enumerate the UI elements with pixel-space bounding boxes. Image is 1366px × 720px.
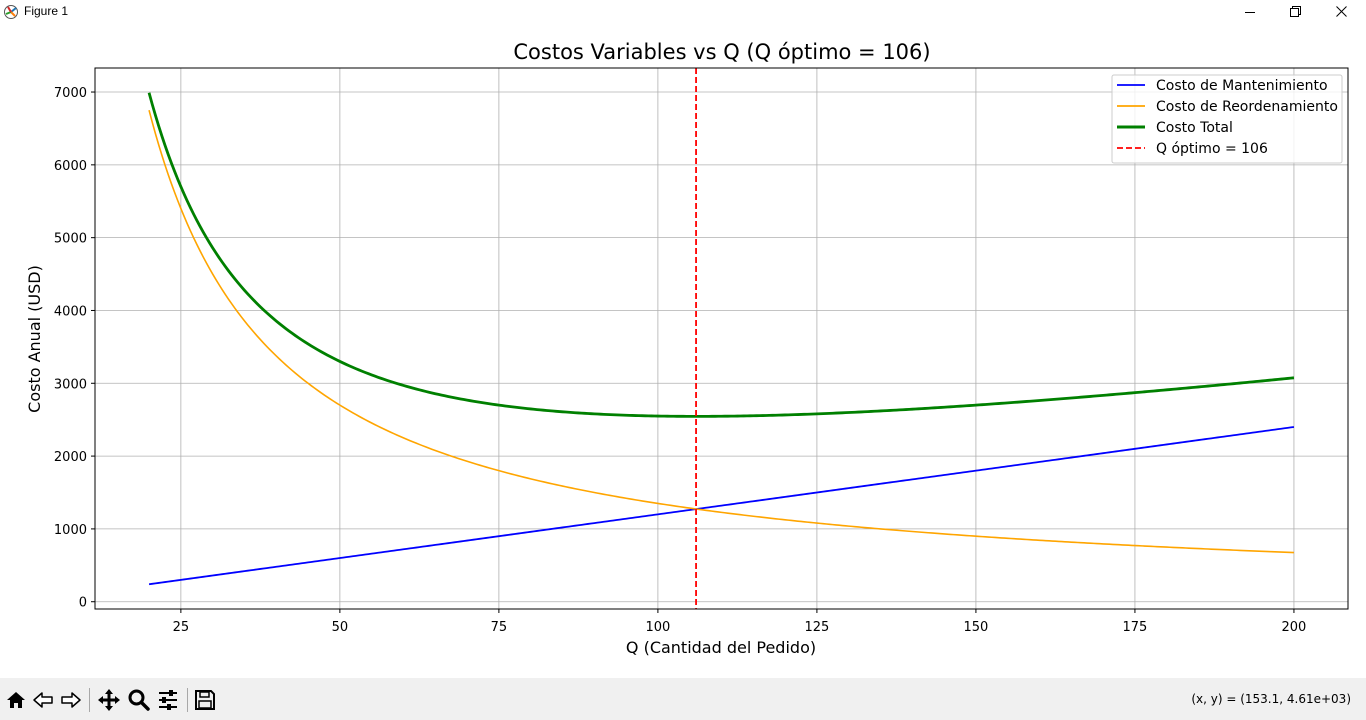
figure-canvas[interactable]: Costos Variables vs Q (Q óptimo = 106) 2… bbox=[0, 23, 1366, 678]
forward-button[interactable] bbox=[57, 686, 85, 714]
x-tick-label: 100 bbox=[645, 620, 670, 635]
zoom-button[interactable] bbox=[125, 686, 153, 714]
home-icon bbox=[7, 692, 25, 708]
y-tick-label: 7000 bbox=[54, 86, 87, 101]
configure-subplots-button[interactable] bbox=[154, 686, 182, 714]
close-button[interactable] bbox=[1318, 0, 1364, 23]
save-button[interactable] bbox=[191, 686, 219, 714]
toolbar-separator bbox=[89, 688, 90, 712]
navigation-toolbar: (x, y) = (153.1, 4.61e+03) bbox=[0, 678, 1366, 720]
plot-area-frame bbox=[94, 67, 1349, 610]
matplotlib-logo-icon bbox=[4, 5, 18, 19]
zoom-magnifier-icon bbox=[128, 689, 150, 711]
grid bbox=[95, 68, 1348, 609]
chart-svg: Costos Variables vs Q (Q óptimo = 106) 2… bbox=[25, 40, 1349, 657]
minimize-icon bbox=[1245, 11, 1255, 13]
y-tick-label: 0 bbox=[79, 596, 87, 611]
series-line-mantenimiento bbox=[148, 426, 1295, 586]
legend-label-q-optimo: Q óptimo = 106 bbox=[1156, 141, 1268, 157]
y-tick-label: 1000 bbox=[54, 523, 87, 538]
x-axis-label: Q (Cantidad del Pedido) bbox=[626, 638, 816, 657]
cursor-coordinates: (x, y) = (153.1, 4.61e+03) bbox=[1191, 692, 1351, 706]
y-tick-label: 2000 bbox=[54, 450, 87, 465]
chart-title: Costos Variables vs Q (Q óptimo = 106) bbox=[513, 40, 930, 64]
legend-label-total: Costo Total bbox=[1156, 120, 1233, 136]
y-tick-label: 6000 bbox=[54, 159, 87, 174]
window-titlebar: Figure 1 bbox=[0, 0, 1366, 23]
back-arrow-icon bbox=[33, 692, 53, 708]
y-axis-label: Costo Anual (USD) bbox=[25, 265, 44, 413]
y-tick-label: 3000 bbox=[54, 377, 87, 392]
home-button[interactable] bbox=[2, 686, 30, 714]
series-lines bbox=[147, 68, 1295, 609]
series-line-total bbox=[147, 92, 1295, 418]
legend-box bbox=[1111, 74, 1343, 164]
back-button[interactable] bbox=[29, 686, 57, 714]
legend-label-mantenimiento: Costo de Mantenimiento bbox=[1156, 78, 1328, 94]
window-title: Figure 1 bbox=[24, 4, 69, 18]
pan-move-icon bbox=[98, 689, 120, 711]
x-tick-label: 125 bbox=[804, 620, 829, 635]
series-line-reordenamiento bbox=[148, 110, 1294, 554]
toolbar-separator bbox=[187, 688, 188, 712]
x-tick-label: 150 bbox=[964, 620, 989, 635]
x-tick-label: 200 bbox=[1282, 620, 1307, 635]
legend: Costo de Mantenimiento Costo de Reordena… bbox=[1111, 74, 1343, 164]
y-tick-label: 5000 bbox=[54, 232, 87, 247]
configure-subplots-icon bbox=[159, 690, 177, 710]
x-axis-ticks: 25 50 75 100 125 150 175 200 bbox=[173, 609, 1307, 635]
y-tick-label: 4000 bbox=[54, 304, 87, 319]
pan-button[interactable] bbox=[95, 686, 123, 714]
legend-label-reordenamiento: Costo de Reordenamiento bbox=[1156, 99, 1338, 115]
save-floppy-icon bbox=[195, 690, 215, 710]
close-icon bbox=[1335, 6, 1347, 17]
x-tick-label: 175 bbox=[1123, 620, 1148, 635]
x-tick-label: 25 bbox=[173, 620, 190, 635]
x-tick-label: 50 bbox=[332, 620, 349, 635]
minimize-button[interactable] bbox=[1227, 0, 1273, 23]
y-axis-ticks: 0 1000 2000 3000 4000 5000 6000 7000 bbox=[54, 86, 95, 611]
restore-button[interactable] bbox=[1272, 0, 1318, 23]
x-tick-label: 75 bbox=[491, 620, 508, 635]
forward-arrow-icon bbox=[61, 692, 81, 708]
restore-icon bbox=[1289, 6, 1301, 17]
